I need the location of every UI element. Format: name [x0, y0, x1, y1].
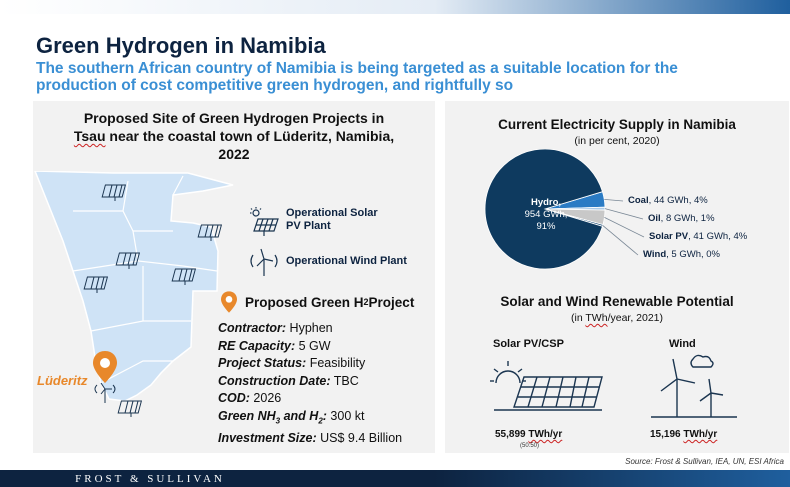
electricity-chart-subtitle: (in per cent, 2020)	[574, 135, 660, 147]
detail-contractor: Contractor: Hyphen	[218, 321, 333, 335]
page-title: Green Hydrogen in Namibia	[36, 33, 326, 58]
wind-farm-icon	[651, 354, 737, 418]
wind-potential-heading: Wind	[669, 338, 696, 350]
footer-brand: FROST & SULLIVAN	[75, 473, 225, 485]
solar-farm-icon	[490, 361, 603, 411]
hydro-slice-label: Hydro, 954 GWh, 91%	[524, 197, 568, 232]
legend-wind: Operational Wind Plant	[248, 247, 407, 277]
leader-line-solar-pv	[604, 217, 645, 238]
map-panel: Proposed Site of Green Hydrogen Projects…	[33, 101, 435, 453]
energy-panel: Current Electricity Supply in Namibia (i…	[445, 101, 789, 453]
map-title: Proposed Site of Green Hydrogen Projects…	[73, 110, 395, 162]
solar-pv-label: Solar PV, 41 GWh, 4%	[649, 231, 748, 242]
oil-label: Oil, 8 GWh, 1%	[648, 213, 715, 224]
potential-title: Solar and Wind Renewable Potential	[500, 294, 734, 309]
footer-bar	[0, 470, 790, 487]
wind-label: Wind, 5 GWh, 0%	[643, 249, 720, 260]
project-location-pin-icon	[93, 351, 117, 383]
solar-potential-value: 55,899 TWh/yr	[495, 429, 563, 440]
detail-construction: Construction Date: TBC	[218, 373, 359, 388]
wind-turbine-icon	[250, 248, 278, 276]
detail-output: Green NH3 and H2: 300 kt	[218, 408, 365, 426]
source-note: Source: Frost & Sullivan, IEA, UN, ESI A…	[625, 457, 784, 466]
location-pin-icon	[221, 291, 237, 313]
leader-line-oil	[604, 208, 644, 220]
namibia-map	[34, 171, 234, 417]
leader-line-coal	[604, 198, 624, 202]
electricity-chart-title: Current Electricity Supply in Namibia	[498, 117, 736, 132]
solar-ratio-note: (50:50)	[520, 443, 540, 449]
detail-investment: Investment Size: US$ 9.4 Billion	[218, 430, 403, 445]
solar-markers	[83, 184, 223, 417]
detail-re-capacity: RE Capacity: 5 GW	[218, 338, 331, 353]
legend-wind-label: Operational Wind Plant	[286, 255, 407, 267]
solar-potential-heading: Solar PV/CSP	[493, 338, 564, 350]
coal-label: Coal, 44 GWh, 4%	[628, 195, 708, 206]
solar-panel-icon	[250, 207, 279, 236]
detail-status: Project Status: Feasibility	[218, 356, 366, 370]
page-subtitle: The southern African country of Namibia …	[36, 60, 678, 94]
electricity-pie-chart	[484, 149, 645, 270]
luderitz-label: Lüderitz	[37, 373, 88, 388]
leader-line-wind	[602, 225, 639, 256]
legend-solar: Operational Solar PV Plant	[248, 207, 381, 237]
detail-cod: COD: 2026	[218, 391, 282, 405]
legend-solar-label: Operational Solar PV Plant	[286, 207, 378, 232]
project-details: Contractor: Hyphen RE Capacity: 5 GW Pro…	[218, 320, 402, 447]
top-accent-strip	[0, 0, 790, 14]
wind-potential-value: 15,196 TWh/yr	[650, 429, 718, 440]
potential-subtitle: (in TWh/year, 2021)	[570, 312, 664, 324]
wind-marker	[94, 382, 116, 403]
pie-slice-hydro	[484, 149, 603, 270]
